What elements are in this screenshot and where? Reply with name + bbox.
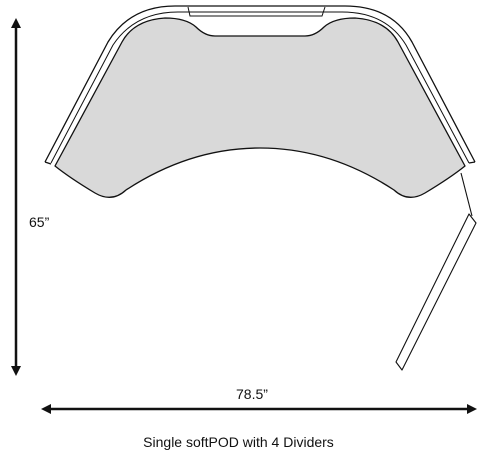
divider-frame-left-cap: [44, 161, 52, 165]
height-dimension-label: 65”: [29, 214, 50, 230]
width-dimension-label: 78.5”: [236, 386, 268, 402]
divider-frame-right-cap: [468, 161, 476, 164]
top-divider-panel: [187, 6, 326, 17]
divider-frame-outer: [44, 5, 476, 163]
right-divider-connector: [460, 172, 473, 217]
desk-surface: [54, 17, 466, 198]
right-angled-divider: [395, 213, 477, 371]
divider-frame-inner: [50, 11, 470, 164]
diagram-caption: Single softPOD with 4 Dividers: [143, 434, 334, 450]
